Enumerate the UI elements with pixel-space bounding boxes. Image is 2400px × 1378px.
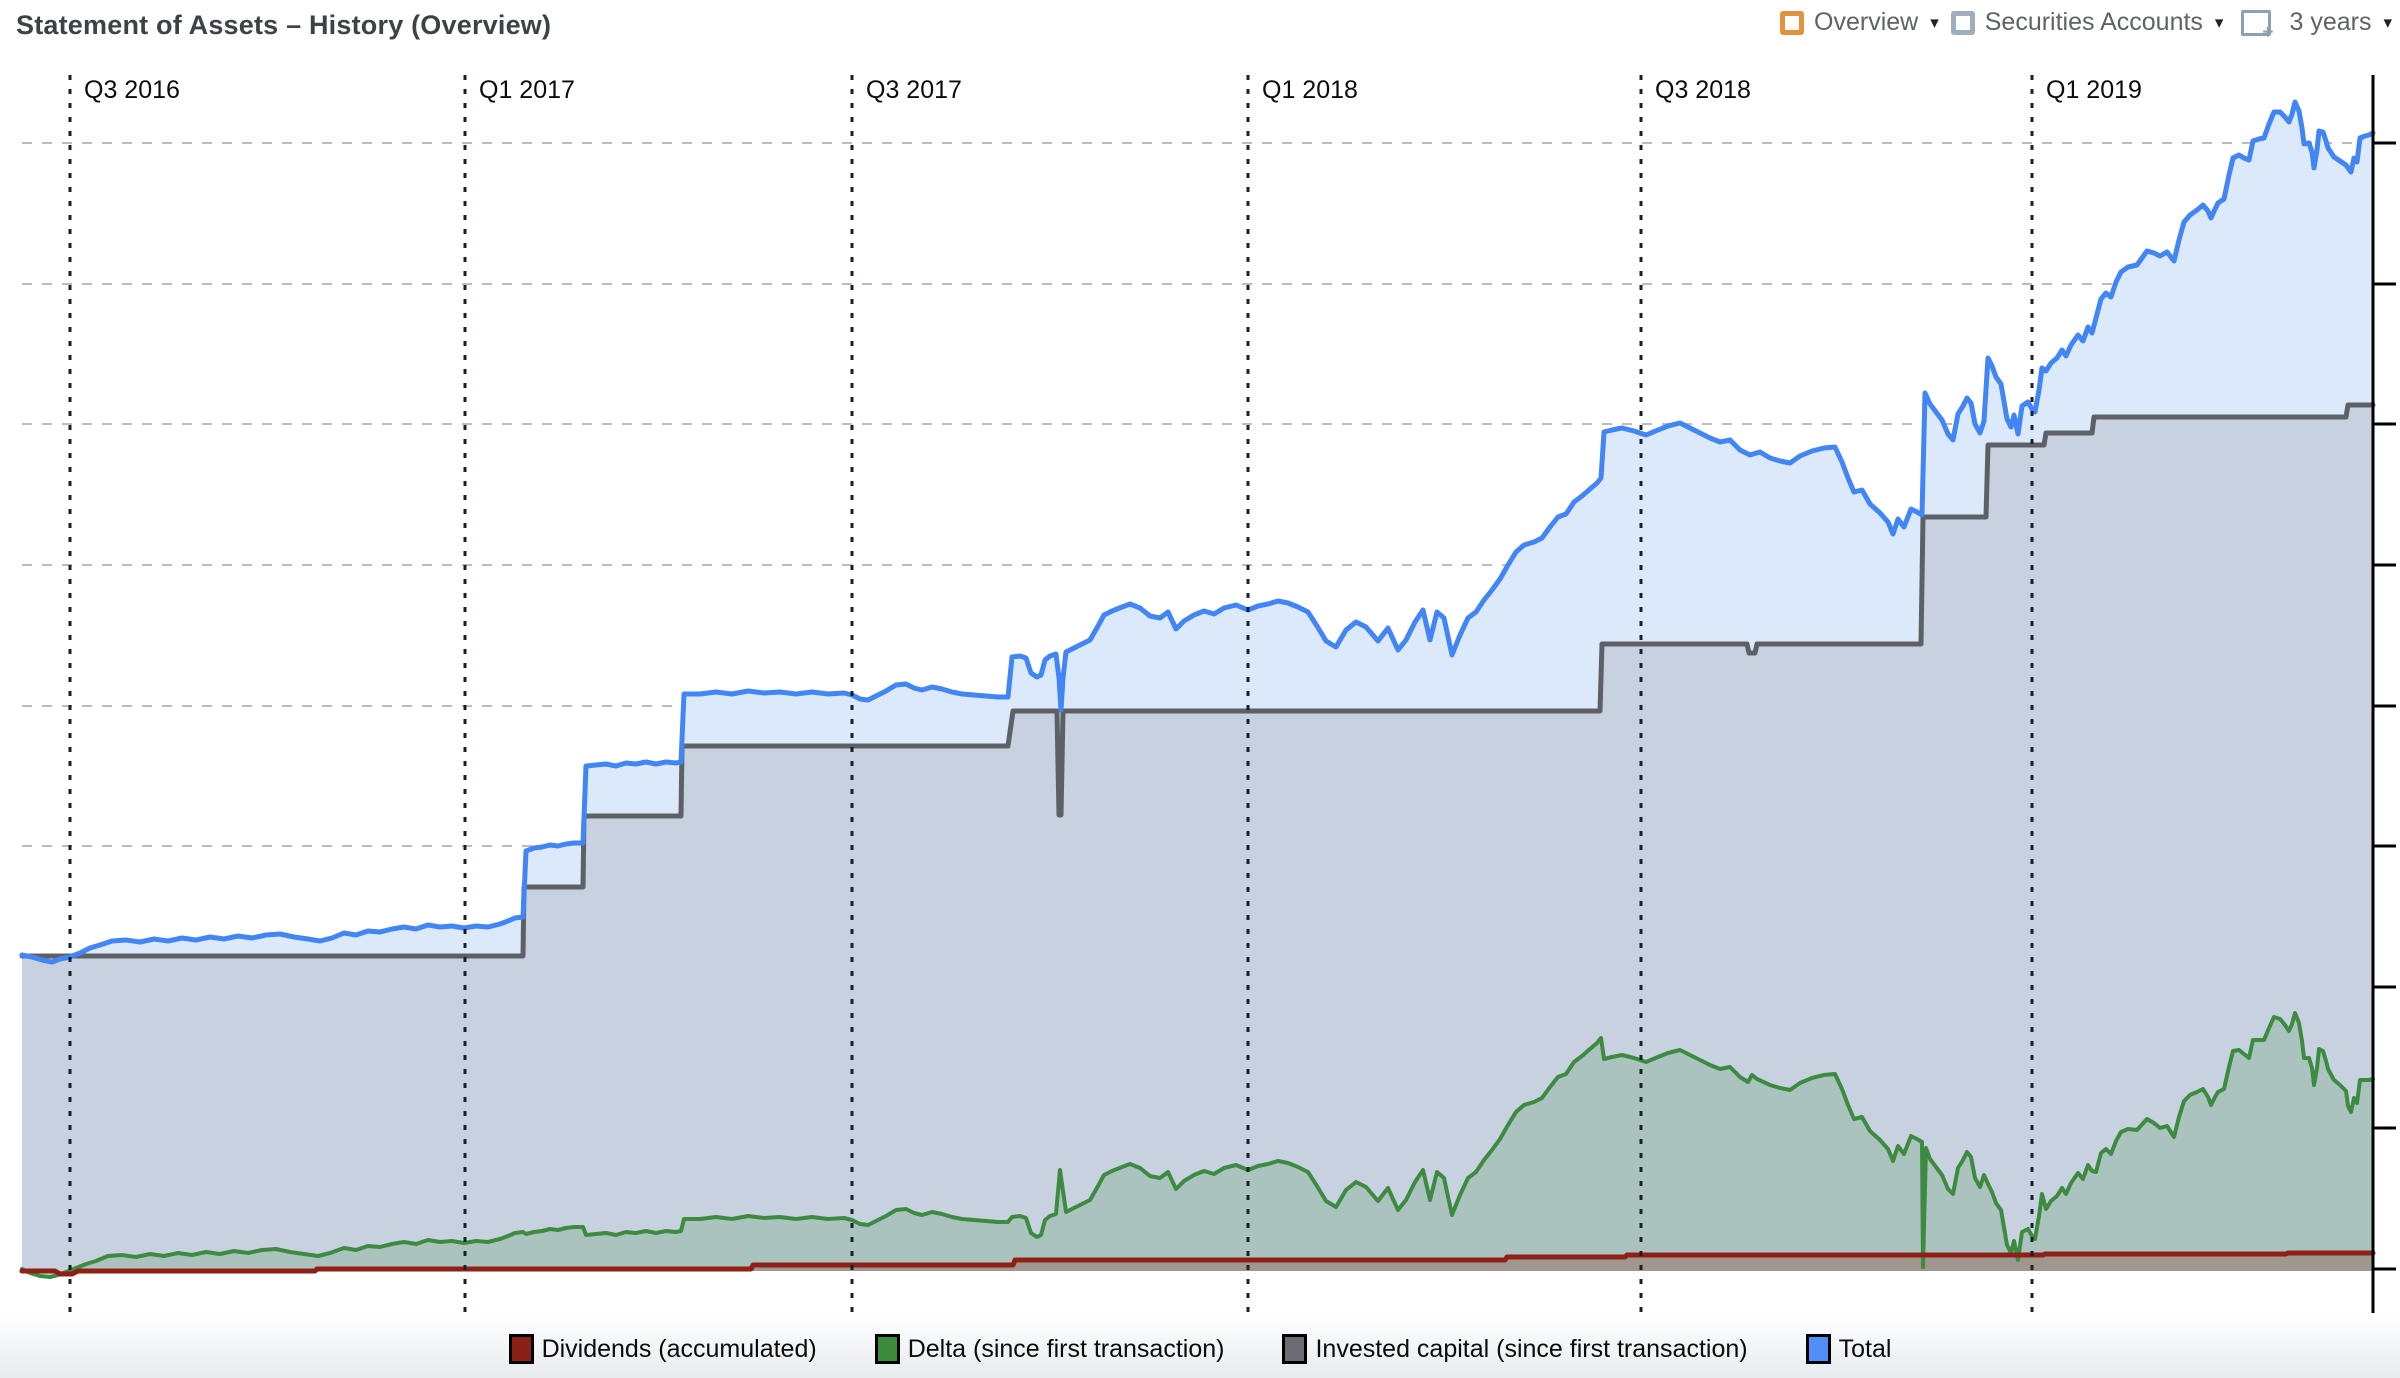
legend-swatch-icon bbox=[1282, 1334, 1308, 1364]
frame-icon bbox=[2241, 9, 2272, 36]
chart-legend: Dividends (accumulated) Delta (since firs… bbox=[0, 1334, 2400, 1364]
accounts-chart-icon bbox=[1950, 10, 1975, 35]
invested_capital-area bbox=[22, 405, 2373, 1271]
legend-item-0: Dividends (accumulated) bbox=[508, 1334, 817, 1364]
page-title: Statement of Assets – History (Overview) bbox=[16, 10, 552, 40]
invested_capital-line bbox=[19, 402, 2376, 959]
chevron-down-icon: ▾ bbox=[1930, 12, 1939, 32]
x-axis-label: Q3 2018 bbox=[1655, 76, 1751, 104]
x-axis-label: Q1 2017 bbox=[479, 76, 575, 104]
securities-accounts-dropdown-label: Securities Accounts bbox=[1984, 8, 2203, 36]
period-dropdown[interactable]: 3 years ▾ bbox=[2289, 8, 2392, 37]
legend-swatch-icon bbox=[1805, 1334, 1831, 1364]
dividends-line bbox=[19, 1250, 2376, 1277]
delta-line bbox=[20, 1011, 2375, 1279]
plus-icon: + bbox=[2262, 21, 2274, 43]
securities-accounts-dropdown[interactable]: Securities Accounts ▾ bbox=[1950, 8, 2224, 37]
total-line bbox=[19, 99, 2376, 965]
legend-item-1: Delta (since first transaction) bbox=[874, 1334, 1225, 1364]
chevron-down-icon: ▾ bbox=[2214, 12, 2224, 32]
overview-dropdown-label: Overview bbox=[1814, 8, 1919, 36]
x-axis-label: Q1 2018 bbox=[1262, 76, 1358, 104]
dividends-area bbox=[22, 1253, 2373, 1274]
legend-item-3: Total bbox=[1805, 1334, 1892, 1364]
legend-label: Total bbox=[1838, 1334, 1892, 1363]
x-axis-label: Q3 2017 bbox=[866, 76, 962, 104]
chart-toolbar: Overview ▾ Securities Accounts ▾ + 3 yea… bbox=[1780, 8, 2392, 42]
legend-item-2: Invested capital (since first transactio… bbox=[1282, 1334, 1748, 1364]
chart-footer-band bbox=[0, 1318, 2400, 1378]
legend-label: Dividends (accumulated) bbox=[541, 1334, 817, 1363]
delta-area bbox=[22, 1013, 2373, 1277]
period-dropdown-label: 3 years bbox=[2289, 8, 2372, 36]
legend-swatch-icon bbox=[874, 1334, 900, 1364]
legend-label: Delta (since first transaction) bbox=[907, 1334, 1225, 1363]
new-chart-view-button[interactable]: + bbox=[2241, 9, 2273, 42]
overview-chart-icon bbox=[1780, 10, 1805, 35]
x-axis-label: Q3 2016 bbox=[84, 76, 180, 104]
chevron-down-icon: ▾ bbox=[2383, 12, 2392, 32]
legend-swatch-icon bbox=[508, 1334, 534, 1364]
x-axis-label: Q1 2019 bbox=[2046, 76, 2142, 104]
overview-dropdown[interactable]: Overview ▾ bbox=[1780, 8, 1939, 37]
legend-label: Invested capital (since first transactio… bbox=[1315, 1334, 1748, 1363]
